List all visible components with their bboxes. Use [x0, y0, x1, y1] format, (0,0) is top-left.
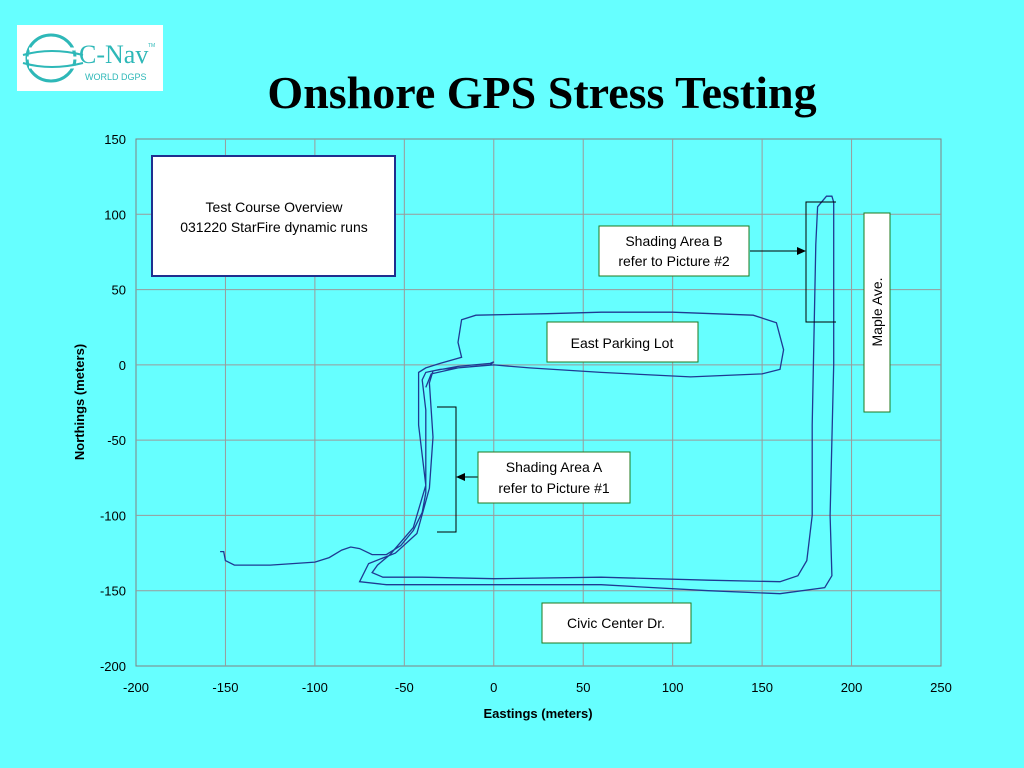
- shading-a-bracket: [437, 406, 457, 533]
- gps-track-line: [220, 195, 835, 595]
- logo-brand: C-Nav: [79, 40, 148, 69]
- page-title: Onshore GPS Stress Testing: [267, 67, 817, 118]
- logo-tagline: WORLD DGPS: [85, 72, 147, 82]
- shading-b-label-box: [598, 225, 750, 277]
- y-tick-label: 150: [104, 132, 126, 147]
- y-tick-label: -200: [100, 659, 126, 674]
- east-parking-label-box: [546, 321, 699, 363]
- x-tick-label: -50: [395, 680, 414, 695]
- x-tick-label: -100: [302, 680, 328, 695]
- x-tick-label: 100: [662, 680, 684, 695]
- cnav-logo: C-Nav TM WORLD DGPS: [17, 25, 163, 91]
- overview-box: [151, 155, 396, 277]
- shading-b-line-2: refer to Picture #2: [618, 253, 729, 269]
- shading-b-line-1: Shading Area B: [625, 233, 722, 249]
- y-tick-label: -100: [100, 508, 126, 523]
- x-tick-label: -200: [123, 680, 149, 695]
- x-tick-label: 250: [930, 680, 952, 695]
- overview-line-1: Test Course Overview: [206, 199, 344, 215]
- shading-b-arrowhead: [797, 247, 806, 255]
- y-tick-label: 100: [104, 207, 126, 222]
- x-tick-label: -150: [212, 680, 238, 695]
- maple-label-box: [863, 212, 891, 413]
- overview-line-2: 031220 StarFire dynamic runs: [180, 219, 368, 235]
- x-axis-title: Eastings (meters): [483, 706, 592, 721]
- cnav-logo-graphic: C-Nav TM WORLD DGPS: [22, 33, 155, 83]
- east-parking-label: East Parking Lot: [571, 335, 674, 351]
- x-tick-label: 150: [751, 680, 773, 695]
- y-tick-label: -50: [107, 433, 126, 448]
- shading-a-arrowhead: [456, 473, 465, 481]
- maple-label: Maple Ave.: [869, 277, 885, 346]
- civic-label: Civic Center Dr.: [567, 615, 665, 631]
- y-tick-labels: 150 100 50 0 -50 -100 -150 -200: [100, 132, 126, 674]
- x-tick-label: 0: [490, 680, 497, 695]
- gridlines: [136, 139, 941, 666]
- y-tick-label: 0: [119, 358, 126, 373]
- y-axis-title: Northings (meters): [72, 344, 87, 460]
- logo-trademark: TM: [148, 43, 155, 49]
- civic-label-box: [541, 602, 692, 644]
- shading-b-bracket: [805, 201, 836, 323]
- shading-a-line-2: refer to Picture #1: [498, 480, 609, 496]
- x-tick-label: 200: [841, 680, 863, 695]
- shading-a-line-1: Shading Area A: [506, 459, 603, 475]
- y-tick-label: -150: [100, 584, 126, 599]
- shading-a-label-box: [477, 451, 631, 504]
- x-tick-labels: -200 -150 -100 -50 0 50 100 150 200 250: [123, 680, 952, 695]
- x-tick-label: 50: [576, 680, 590, 695]
- y-tick-label: 50: [112, 283, 126, 298]
